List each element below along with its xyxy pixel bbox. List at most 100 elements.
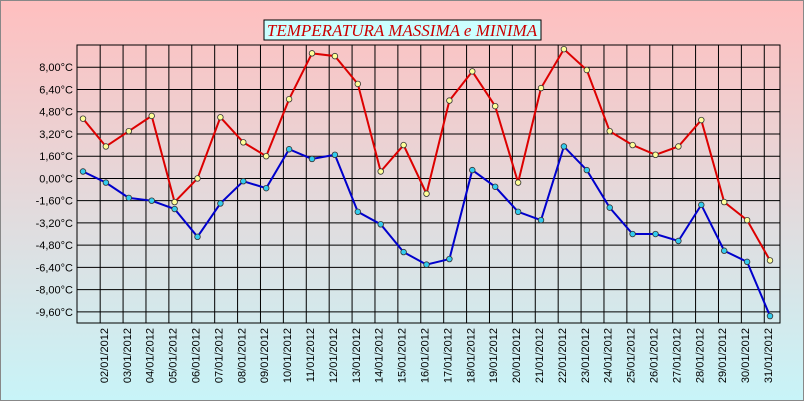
data-point xyxy=(125,194,132,202)
y-tick-label: -1,60°C xyxy=(36,196,73,208)
y-tick-label: 0,00°C xyxy=(39,173,73,185)
data-point xyxy=(743,258,751,266)
data-point xyxy=(675,143,682,150)
chart-title: TEMPERATURA MASSIMA e MINIMA xyxy=(267,21,538,40)
x-tick-label: 25/01/2012 xyxy=(626,328,638,383)
data-point xyxy=(354,80,361,88)
x-tick-label: 24/01/2012 xyxy=(603,328,615,383)
data-point xyxy=(446,97,453,104)
y-tick-label: -8,00°C xyxy=(36,285,73,297)
data-point xyxy=(79,115,87,122)
data-point xyxy=(400,248,407,256)
x-tick-label: 03/01/2012 xyxy=(122,328,134,383)
y-tick-label: -4,80°C xyxy=(36,240,73,252)
data-point xyxy=(171,205,178,213)
data-point xyxy=(423,261,430,268)
x-tick-label: 14/01/2012 xyxy=(374,328,386,383)
data-point xyxy=(331,52,339,60)
data-point xyxy=(148,197,155,204)
y-tick-label: 1,60°C xyxy=(39,151,73,163)
data-point xyxy=(492,102,499,110)
data-point xyxy=(102,143,110,150)
x-tick-label: 20/01/2012 xyxy=(511,328,523,383)
data-point xyxy=(194,233,201,241)
x-tick-label: 29/01/2012 xyxy=(717,328,729,383)
plot-area xyxy=(76,44,781,324)
data-point xyxy=(652,230,659,238)
data-point xyxy=(446,255,453,263)
data-point xyxy=(400,141,407,149)
data-point xyxy=(514,179,522,186)
x-tick-label: 13/01/2012 xyxy=(351,328,363,383)
data-point xyxy=(79,168,87,175)
x-tick-label: 26/01/2012 xyxy=(649,328,661,383)
y-tick-label: 4,80°C xyxy=(39,107,73,119)
data-point xyxy=(583,166,590,174)
data-point xyxy=(308,155,316,163)
data-point xyxy=(217,114,224,121)
data-point xyxy=(240,178,247,185)
x-tick-label: 23/01/2012 xyxy=(580,328,592,383)
x-tick-label: 08/01/2012 xyxy=(236,328,248,383)
x-tick-label: 06/01/2012 xyxy=(191,328,203,383)
data-point xyxy=(469,166,476,174)
data-point xyxy=(377,168,384,175)
data-point xyxy=(285,96,293,103)
x-tick-label: 11/01/2012 xyxy=(305,328,317,382)
x-tick-label: 12/01/2012 xyxy=(328,328,340,383)
data-point xyxy=(217,200,224,207)
x-tick-label: 02/01/2012 xyxy=(99,328,111,383)
data-point xyxy=(583,66,590,74)
data-point xyxy=(721,247,728,254)
data-point xyxy=(629,230,636,238)
x-tick-label: 27/01/2012 xyxy=(671,328,683,383)
data-point xyxy=(423,190,430,197)
data-point xyxy=(194,175,201,182)
data-point xyxy=(743,216,751,224)
data-point xyxy=(240,139,247,146)
data-point xyxy=(721,198,728,206)
x-tick-label: 09/01/2012 xyxy=(259,328,271,383)
data-point xyxy=(514,208,522,215)
y-tick-label: -9,60°C xyxy=(36,307,73,319)
data-point xyxy=(652,151,659,159)
x-tick-label: 28/01/2012 xyxy=(694,328,706,383)
data-point xyxy=(537,216,545,224)
data-point xyxy=(331,151,339,159)
data-point xyxy=(675,237,682,245)
data-point xyxy=(537,84,545,92)
x-tick-label: 07/01/2012 xyxy=(213,328,225,383)
data-point xyxy=(377,221,384,228)
data-point xyxy=(492,183,499,190)
data-point xyxy=(606,127,613,135)
data-point xyxy=(629,141,636,149)
x-tick-label: 05/01/2012 xyxy=(168,328,180,383)
x-tick-label: 18/01/2012 xyxy=(465,328,477,383)
x-tick-label: 04/01/2012 xyxy=(145,328,157,383)
data-point xyxy=(560,143,568,150)
x-tick-label: 19/01/2012 xyxy=(488,328,500,383)
data-point xyxy=(102,179,110,186)
data-point xyxy=(125,127,132,135)
y-tick-label: 6,40°C xyxy=(39,84,73,96)
data-point xyxy=(469,68,476,75)
x-tick-label: 17/01/2012 xyxy=(442,328,454,383)
data-point xyxy=(263,152,270,160)
x-tick-label: 21/01/2012 xyxy=(534,328,546,383)
data-point xyxy=(766,312,774,320)
y-tick-label: -3,20°C xyxy=(36,218,73,230)
data-point xyxy=(263,184,270,192)
x-tick-label: 22/01/2012 xyxy=(557,328,569,383)
x-tick-label: 16/01/2012 xyxy=(420,328,432,383)
data-point xyxy=(354,208,361,215)
data-point xyxy=(766,257,774,264)
x-tick-label: 15/01/2012 xyxy=(397,328,409,383)
data-point xyxy=(698,116,705,124)
data-point xyxy=(308,50,316,57)
data-point xyxy=(285,146,293,153)
data-point xyxy=(698,201,705,209)
data-point xyxy=(560,45,568,53)
y-tick-label: -6,40°C xyxy=(36,262,73,274)
